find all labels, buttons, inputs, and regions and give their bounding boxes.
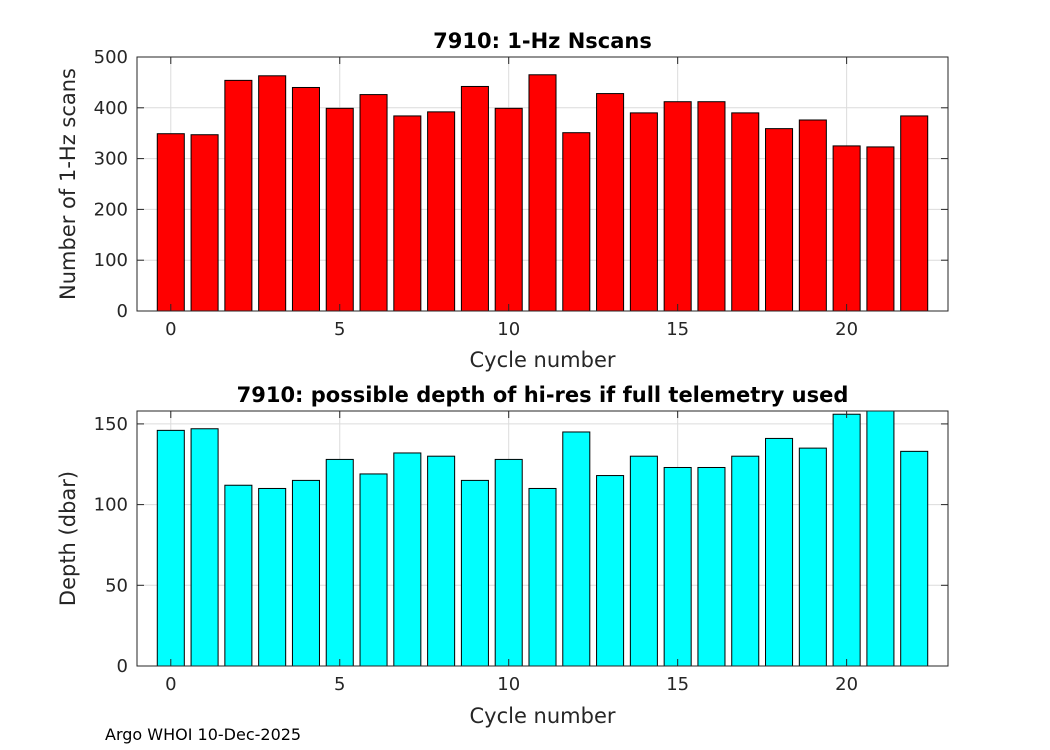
y-tick-label: 0 — [117, 301, 128, 322]
bar — [832, 145, 861, 312]
y-tick-label: 100 — [94, 495, 128, 516]
x-tick-label: 5 — [334, 319, 345, 340]
bar — [562, 132, 591, 312]
x-tick-label: 20 — [835, 674, 858, 695]
bar — [663, 101, 692, 312]
bar — [765, 437, 794, 667]
x-tick-label: 20 — [835, 319, 858, 340]
y-tick-label: 300 — [94, 149, 128, 170]
bar — [190, 428, 219, 667]
bar — [629, 455, 658, 667]
y-tick-label: 150 — [94, 414, 128, 435]
x-axis-label: Cycle number — [469, 348, 615, 372]
x-tick-label: 0 — [165, 674, 176, 695]
axes-box — [136, 410, 949, 667]
bar — [731, 112, 760, 312]
x-tick-label: 10 — [497, 319, 520, 340]
bar — [359, 94, 388, 312]
bar — [359, 473, 388, 667]
bar — [765, 128, 794, 312]
bar — [900, 450, 929, 667]
bar — [393, 115, 422, 312]
bar — [663, 466, 692, 667]
bar — [224, 484, 253, 667]
bar — [427, 111, 456, 312]
bar — [393, 452, 422, 667]
footer-text: Argo WHOI 10-Dec-2025 — [105, 725, 302, 744]
bar — [731, 455, 760, 667]
y-axis-label: Depth (dbar) — [56, 471, 80, 606]
x-tick-label: 15 — [666, 674, 689, 695]
bar — [190, 134, 219, 312]
chart-title: 7910: possible depth of hi-res if full t… — [237, 383, 849, 407]
bar — [258, 75, 287, 312]
bar — [697, 466, 726, 667]
x-tick-label: 5 — [334, 674, 345, 695]
bar — [494, 458, 523, 667]
axes-box — [136, 56, 949, 312]
y-tick-label: 0 — [117, 656, 128, 677]
y-axis-label: Number of 1-Hz scans — [56, 68, 80, 300]
bar — [460, 85, 489, 312]
bar — [798, 447, 827, 667]
y-tick-label: 200 — [94, 199, 128, 220]
bar — [325, 107, 354, 312]
x-axis-label: Cycle number — [469, 704, 615, 728]
bar — [629, 112, 658, 312]
bar — [325, 458, 354, 667]
bar — [900, 115, 929, 312]
bar — [562, 431, 591, 667]
y-tick-label: 100 — [94, 250, 128, 271]
x-tick-label: 0 — [165, 319, 176, 340]
chart-title: 7910: 1-Hz Nscans — [433, 29, 652, 53]
bar — [224, 79, 253, 312]
bar — [528, 487, 557, 667]
bar — [866, 146, 895, 312]
bar — [156, 429, 185, 667]
bar — [291, 86, 320, 312]
chart-panel-2: 0 5 10 15 20 0 50 100 150 7910: possible depth of… — [56, 383, 949, 728]
bar — [291, 479, 320, 667]
bar — [866, 410, 895, 667]
bar — [596, 93, 625, 312]
bar — [697, 101, 726, 312]
y-tick-label: 50 — [105, 575, 128, 596]
bar — [156, 133, 185, 312]
y-tick-label: 500 — [94, 47, 128, 68]
x-tick-label: 15 — [666, 319, 689, 340]
bar — [798, 119, 827, 312]
bar — [528, 74, 557, 312]
bar — [832, 413, 861, 667]
y-tick-label: 400 — [94, 98, 128, 119]
bar — [258, 487, 287, 667]
bar — [427, 455, 456, 667]
bar — [596, 475, 625, 667]
x-tick-label: 10 — [497, 674, 520, 695]
bar — [494, 107, 523, 312]
bar — [460, 479, 489, 667]
